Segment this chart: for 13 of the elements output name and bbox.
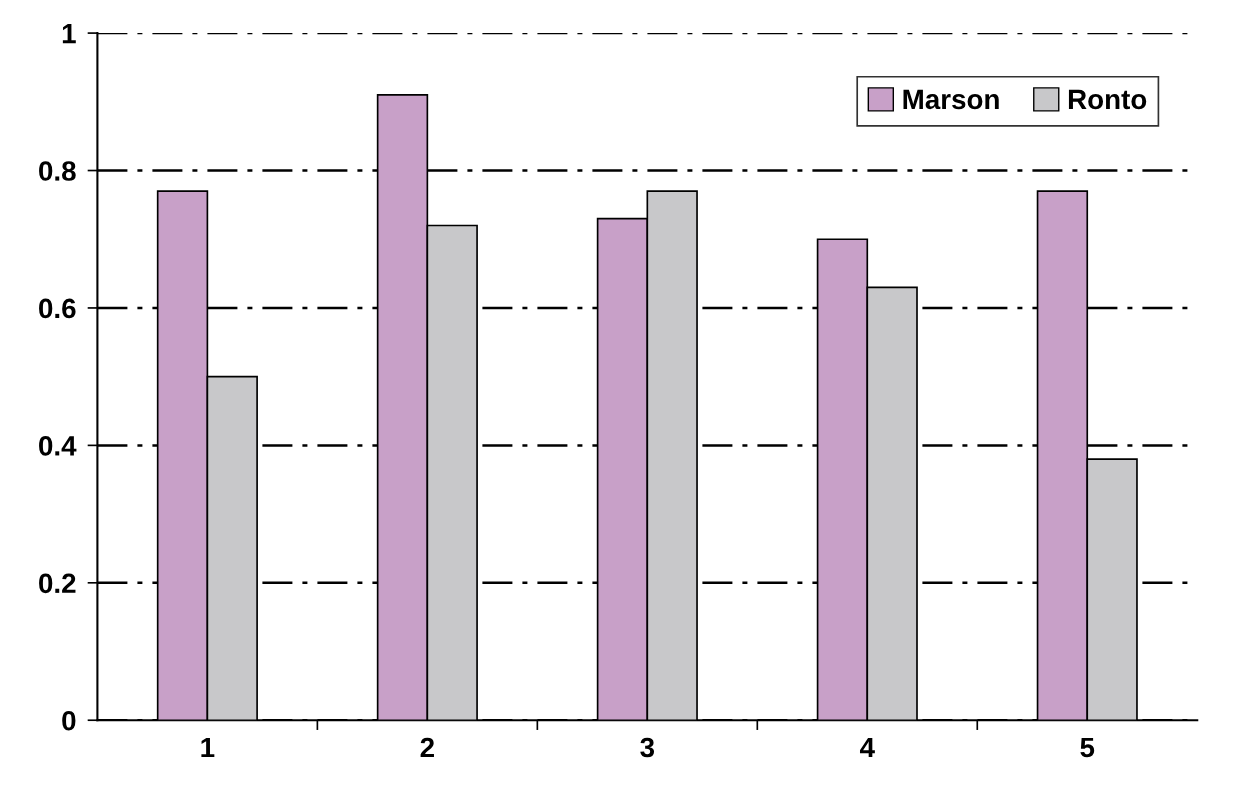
x-tick-label: 3 (640, 737, 655, 758)
y-tick-label: 0.8 (39, 161, 76, 181)
x-tick-label: 2 (420, 737, 434, 758)
x-tick-label: 1 (201, 737, 215, 758)
y-tick-label: 0.4 (39, 436, 77, 456)
y-tick-label: 0 (62, 710, 76, 731)
legend-label: Marson (903, 89, 999, 110)
y-tick-label: 1 (62, 24, 76, 44)
x-tick-label: 5 (1080, 737, 1095, 758)
y-tick-label: 0.2 (39, 573, 76, 594)
x-tick-label: 4 (859, 737, 875, 758)
legend-label: Ronto (1068, 89, 1147, 110)
y-tick-label: 0.6 (39, 298, 76, 319)
